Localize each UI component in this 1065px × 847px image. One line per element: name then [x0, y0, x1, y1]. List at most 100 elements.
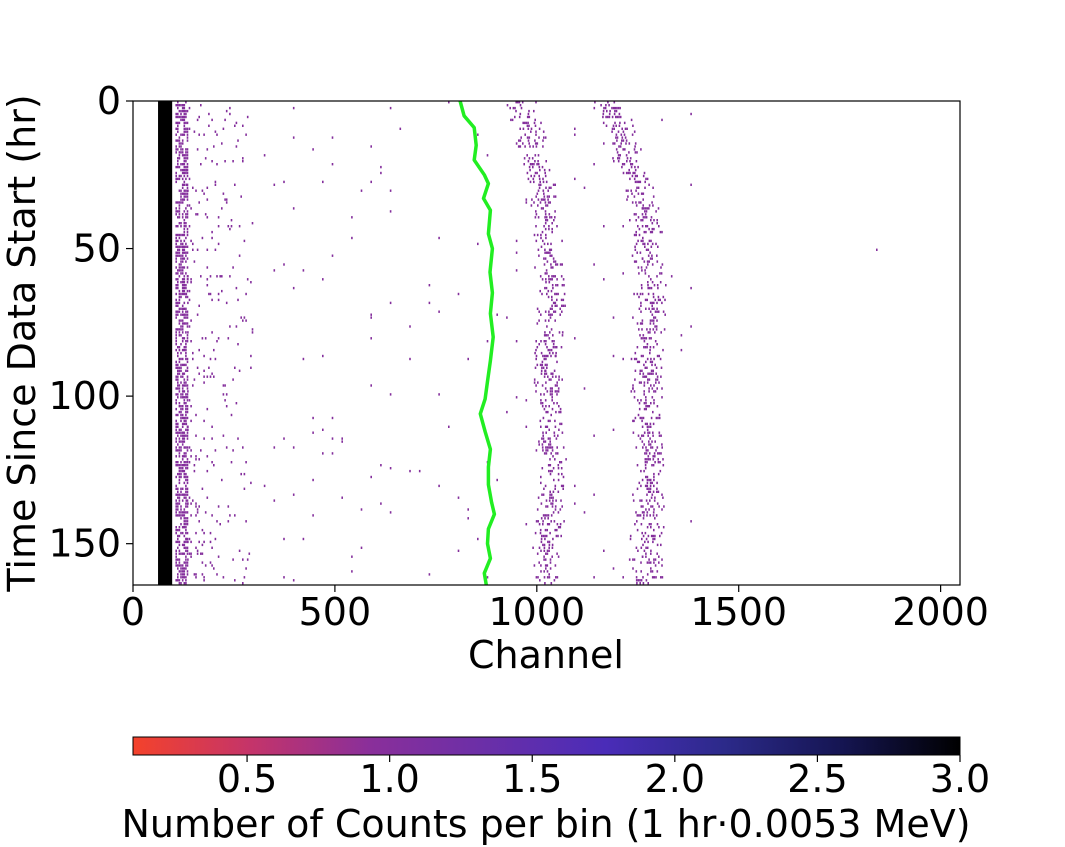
fringe-bin	[178, 216, 181, 219]
fringe-bin	[177, 121, 179, 125]
peak-bin	[650, 549, 652, 552]
peak-bin	[646, 493, 648, 496]
tail-bin	[217, 292, 220, 296]
peak-bin	[544, 216, 546, 219]
plot-frame	[132, 100, 961, 586]
peak-bin	[653, 484, 655, 488]
peak-bin	[645, 402, 647, 405]
peak-bin	[614, 106, 617, 110]
peak-bin	[544, 387, 547, 390]
peak-bin	[653, 301, 655, 305]
fringe-bin	[177, 354, 179, 358]
peak-bin	[543, 195, 546, 198]
peak-bin	[649, 257, 652, 260]
peak-bin	[538, 443, 540, 446]
fringe-bin	[177, 106, 179, 110]
fringe-bin	[185, 348, 187, 352]
fringe-bin	[178, 210, 181, 213]
peak-bin	[546, 195, 549, 198]
peak-bin	[634, 145, 636, 148]
background-bin	[477, 133, 479, 136]
peak-bin	[638, 360, 641, 364]
peak-bin	[602, 115, 604, 119]
tail-bin	[216, 340, 218, 343]
fringe-bin	[186, 322, 189, 325]
tail-bin	[188, 496, 191, 499]
peak-bin	[546, 346, 548, 349]
peak-bin	[543, 487, 545, 490]
peak-bin	[642, 543, 644, 547]
peak-bin	[639, 372, 641, 375]
fringe-bin	[183, 475, 186, 479]
tail-bin	[221, 275, 223, 278]
peak-bin	[560, 461, 563, 464]
fringe-bin	[183, 106, 186, 110]
tail-bin	[192, 186, 194, 189]
peak-bin	[642, 192, 645, 195]
peak-bin	[650, 446, 652, 449]
fringe-bin	[181, 440, 184, 443]
peak-bin	[557, 472, 560, 476]
fringe-bin	[178, 499, 181, 502]
peak-bin	[636, 514, 639, 517]
fringe-bin	[177, 301, 179, 305]
tail-bin	[230, 225, 233, 228]
background-bin	[273, 446, 276, 449]
peak-bin	[651, 570, 654, 573]
tail-bin	[206, 186, 209, 189]
peak-bin	[658, 555, 660, 558]
fringe-bin	[175, 449, 177, 452]
fringe-bin	[175, 251, 177, 254]
fringe-bin	[181, 257, 184, 260]
peak-bin	[543, 452, 546, 455]
peak-bin	[656, 487, 658, 490]
peak-bin	[649, 478, 652, 482]
background-bin	[457, 292, 460, 296]
peak-bin	[646, 481, 649, 485]
fringe-bin	[185, 475, 187, 479]
fringe-bin	[177, 286, 179, 290]
peak-bin	[656, 552, 658, 555]
peak-bin	[647, 534, 650, 538]
peak-bin	[544, 537, 546, 541]
peak-bin	[635, 219, 637, 222]
background-bin	[515, 142, 518, 145]
background-bin	[477, 242, 479, 246]
peak-bin	[622, 148, 624, 151]
peak-bin	[651, 263, 654, 266]
fringe-bin	[177, 537, 179, 541]
peak-bin	[647, 242, 649, 246]
peak-bin	[635, 201, 637, 204]
peak-bin	[554, 216, 556, 219]
tail-bin	[185, 292, 188, 296]
peak-bin	[638, 381, 641, 384]
peak-bin	[658, 354, 660, 358]
peak-bin	[655, 372, 657, 375]
tail-bin	[198, 348, 200, 352]
peak-bin	[616, 139, 618, 142]
peak-bin	[642, 576, 644, 579]
fringe-bin	[180, 564, 182, 567]
peak-bin	[538, 165, 541, 169]
fringe-bin	[181, 564, 184, 567]
fringe-bin	[175, 115, 177, 119]
fringe-bin	[175, 363, 177, 367]
tail-bin	[208, 112, 210, 116]
peak-bin	[646, 260, 649, 263]
colorbar-tick-label: 1.5	[502, 757, 562, 801]
peak-bin	[548, 523, 551, 526]
peak-bin	[555, 534, 558, 538]
tail-bin	[221, 478, 223, 482]
fringe-bin	[183, 219, 186, 222]
peak-bin	[542, 543, 544, 547]
peak-bin	[631, 201, 634, 204]
peak-bin	[542, 139, 544, 142]
peak-bin	[644, 464, 647, 467]
peak-bin	[551, 469, 553, 473]
background-bin	[370, 475, 372, 479]
peak-bin	[655, 325, 658, 328]
fringe-bin	[183, 481, 186, 485]
fringe-bin	[186, 216, 189, 219]
peak-bin	[552, 511, 555, 514]
fringe-bin	[183, 118, 186, 122]
